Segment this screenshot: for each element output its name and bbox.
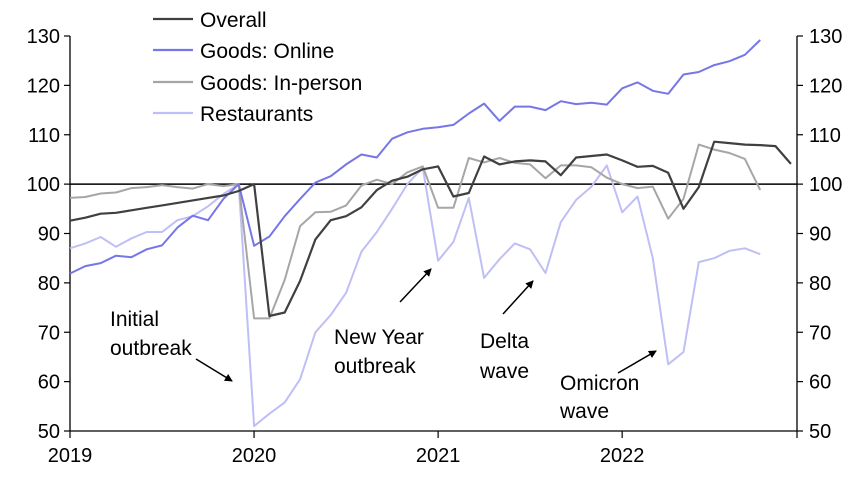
y-tick-label-right: 130	[809, 26, 842, 48]
y-tick-label-right: 90	[809, 224, 831, 246]
annotation-arrow	[195, 358, 233, 382]
series-line-restaurants	[69, 164, 761, 428]
y-tick-label-right: 120	[809, 75, 842, 97]
annotation-text: Delta	[480, 330, 529, 353]
y-ticks-left: 50 60 70 80 90 100 110 120 130	[27, 26, 70, 443]
series-group	[69, 39, 792, 428]
annotation-arrow	[502, 280, 534, 315]
annotation-text: Initial	[110, 308, 159, 331]
annotation-delta-wave: Delta wave	[479, 280, 534, 383]
y-tick-label-left: 130	[27, 26, 60, 48]
y-tick-label-right: 60	[809, 372, 831, 394]
y-tick-label-left: 50	[38, 421, 60, 443]
y-tick-label-right: 110	[809, 125, 841, 147]
y-tick-label-right: 100	[809, 174, 842, 196]
series-line-overall	[69, 140, 792, 318]
annotation-text: outbreak	[334, 355, 416, 378]
y-tick-label-right: 80	[809, 273, 831, 295]
series-line-goods-online	[69, 39, 761, 275]
annotation-omicron-wave: Omicron wave	[559, 350, 657, 423]
x-tick-label: 2019	[48, 445, 93, 467]
y-tick-label-left: 100	[27, 174, 60, 196]
y-tick-label-left: 110	[28, 125, 60, 147]
series-line-goods-in-person	[69, 143, 762, 320]
annotation-arrow	[617, 350, 657, 374]
y-ticks-right: 50 60 70 80 90 100 110 120 130	[797, 26, 842, 443]
legend: Overall Goods: Online Goods: In-person R…	[153, 9, 362, 126]
x-ticks: 2019 2020 2021 2022	[48, 431, 798, 467]
annotation-text: wave	[559, 400, 609, 423]
annotation-arrow	[399, 268, 432, 303]
y-tick-label-left: 60	[38, 372, 60, 394]
x-tick-label: 2020	[232, 445, 277, 467]
legend-label-overall: Overall	[200, 9, 267, 32]
y-tick-label-right: 50	[809, 421, 831, 443]
y-tick-label-left: 80	[38, 273, 60, 295]
annotation-text: outbreak	[110, 337, 192, 360]
x-tick-label: 2021	[416, 445, 461, 467]
annotation-text: Omicron	[560, 372, 639, 395]
legend-label-goods-online: Goods: Online	[200, 40, 334, 63]
legend-label-restaurants: Restaurants	[200, 103, 313, 126]
x-tick-label: 2022	[600, 445, 645, 467]
annotation-new-year-outbreak: New Year outbreak	[334, 268, 432, 378]
y-tick-label-left: 70	[38, 322, 60, 344]
annotation-text: wave	[479, 360, 529, 383]
legend-label-goods-in-person: Goods: In-person	[200, 72, 362, 95]
annotation-initial-outbreak: Initial outbreak	[110, 308, 233, 382]
y-tick-label-left: 120	[27, 75, 60, 97]
annotation-text: New Year	[334, 326, 424, 349]
y-tick-label-right: 70	[809, 322, 831, 344]
y-tick-label-left: 90	[38, 224, 60, 246]
